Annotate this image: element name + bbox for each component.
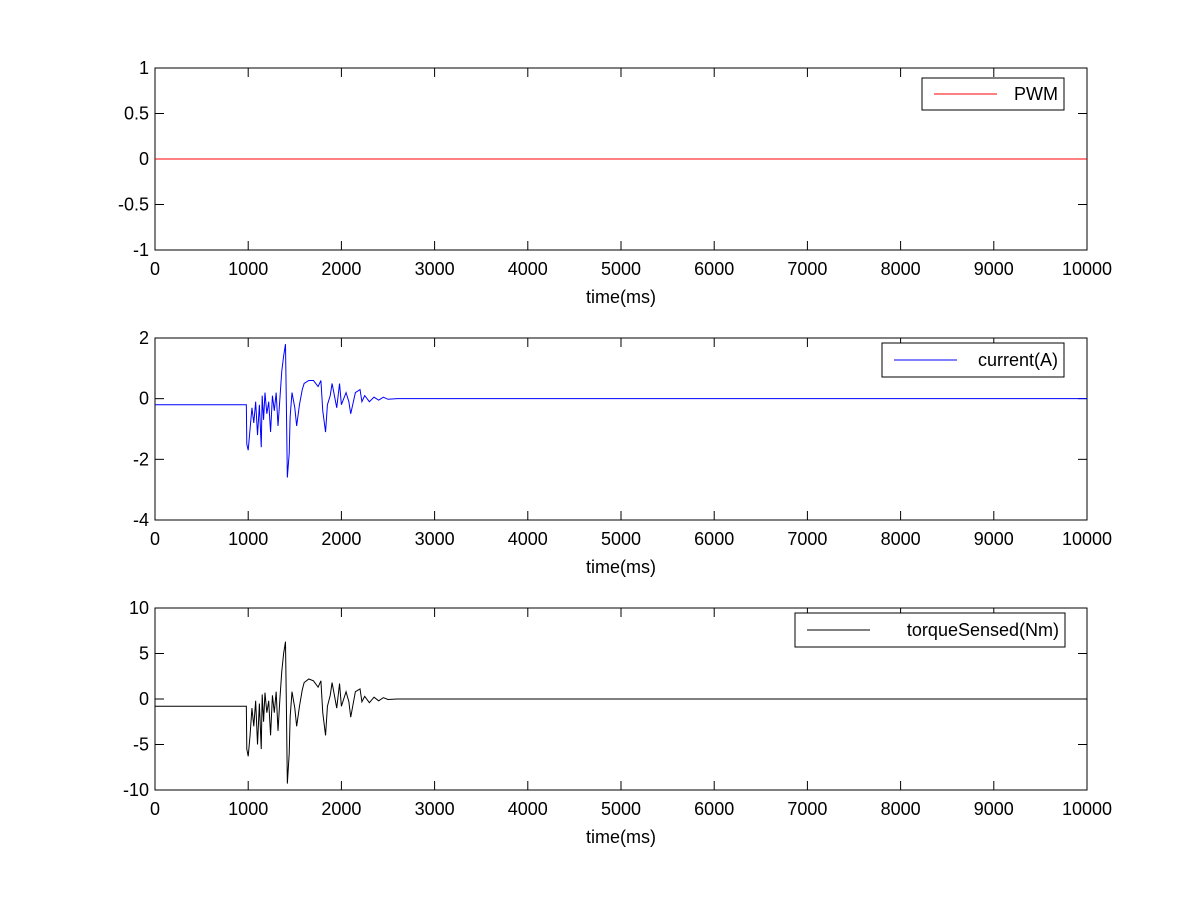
x-tick-label: 4000 [508,529,548,549]
x-tick-label: 2000 [321,259,361,279]
y-tick-label: 0.5 [124,104,149,124]
subplot-3: 0 1000 2000 3000 4000 5000 6000 7000 8000 9000 100… [123,598,1112,847]
x-tick-label: 1000 [228,529,268,549]
x-tick-label: 9000 [974,259,1014,279]
x-tick-label: 9000 [974,799,1014,819]
x-tick-label: 6000 [694,799,734,819]
y-tick-label: -2 [133,449,149,469]
y-tick-label: -1 [133,240,149,260]
x-tick-label: 10000 [1062,529,1112,549]
subplot-2: 0 1000 2000 3000 4000 5000 6000 7000 8000 9000 100… [133,328,1112,577]
x-tick-label: 3000 [415,799,455,819]
x-tick-label: 10000 [1062,799,1112,819]
x-tick-label: 0 [150,259,160,279]
subplots: 0 1000 2000 3000 4000 5000 6000 7000 8000 9000 100… [118,58,1112,847]
x-tick-label: 1000 [228,259,268,279]
subplot-1: 0 1000 2000 3000 4000 5000 6000 7000 8000 9000 100… [118,58,1112,307]
series-line-current(A) [155,343,1087,478]
y-tick-label: -10 [123,780,149,800]
y-tick-label: 10 [129,598,149,618]
y-tick-label: 0 [139,689,149,709]
y-tick-label: -5 [133,735,149,755]
x-tick-label: 0 [150,529,160,549]
x-tick-label: 7000 [787,259,827,279]
legend-label: PWM [1014,84,1058,104]
y-tick-label: 0 [139,389,149,409]
x-tick-label: 7000 [787,799,827,819]
x-tick-label: 5000 [601,259,641,279]
series-line-torqueSensed(Nm) [155,641,1087,784]
x-tick-label: 6000 [694,529,734,549]
legend: PWM [921,77,1065,111]
x-tick-label: 2000 [321,799,361,819]
y-tick-label: 1 [139,58,149,78]
x-axis-label: time(ms) [586,557,656,577]
x-tick-label: 4000 [508,799,548,819]
x-tick-label: 6000 [694,259,734,279]
y-tick-label: 0 [139,149,149,169]
legend-label: current(A) [978,350,1058,370]
x-axis-label: time(ms) [586,827,656,847]
legend: current(A) [881,342,1065,378]
x-tick-label: 10000 [1062,259,1112,279]
x-tick-label: 1000 [228,799,268,819]
x-axis-label: time(ms) [586,287,656,307]
y-tick-label: 2 [139,328,149,348]
y-tick-label: 5 [139,644,149,664]
legend: torqueSensed(Nm) [794,612,1066,648]
y-tick-label: -0.5 [118,195,149,215]
x-tick-label: 9000 [974,529,1014,549]
x-tick-label: 3000 [415,259,455,279]
x-tick-label: 7000 [787,529,827,549]
legend-label: torqueSensed(Nm) [907,620,1059,640]
x-tick-label: 5000 [601,799,641,819]
x-tick-label: 8000 [881,259,921,279]
x-tick-label: 8000 [881,799,921,819]
x-tick-label: 3000 [415,529,455,549]
x-tick-label: 5000 [601,529,641,549]
x-tick-label: 0 [150,799,160,819]
x-tick-label: 4000 [508,259,548,279]
x-tick-label: 8000 [881,529,921,549]
x-tick-label: 2000 [321,529,361,549]
y-tick-label: -4 [133,510,149,530]
